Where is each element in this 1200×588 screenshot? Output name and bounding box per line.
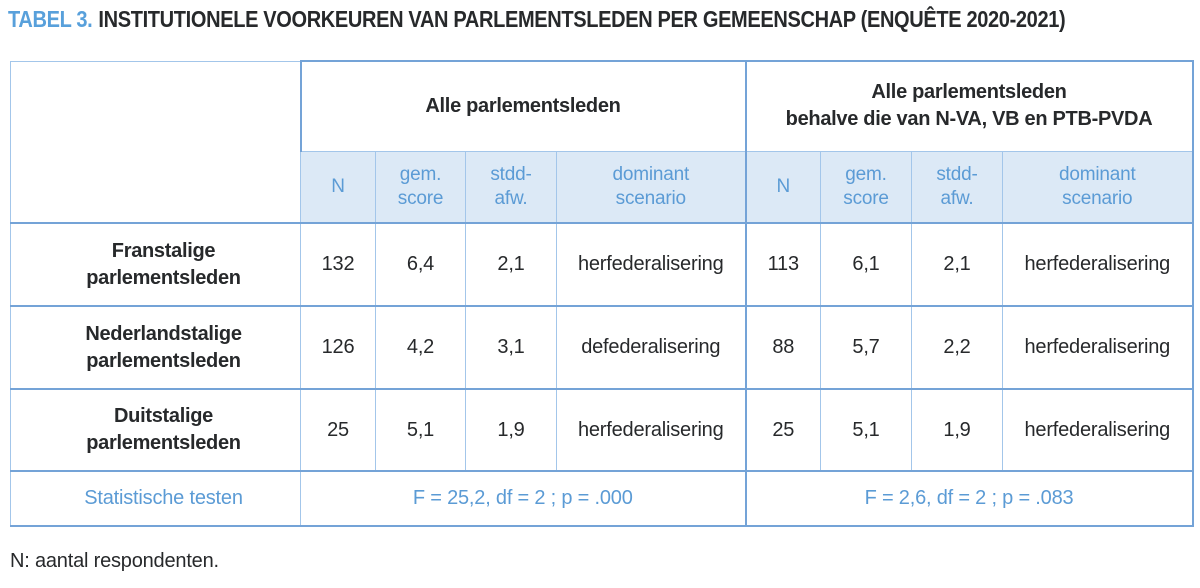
cell-n-2: 88 bbox=[744, 305, 821, 390]
col-header-gem-score-2: gem. score bbox=[820, 150, 912, 224]
cell-n: 132 bbox=[300, 222, 376, 307]
cell-stdd-afw-2: 1,9 bbox=[911, 388, 1003, 472]
col-header-gem-score: gem. score bbox=[375, 150, 466, 224]
cell-n-2: 25 bbox=[744, 388, 821, 472]
cell-dominant-scenario-2: herfederalisering bbox=[1001, 388, 1194, 472]
cell-gem-score-2: 5,1 bbox=[820, 388, 912, 472]
cell-n-2: 113 bbox=[744, 222, 821, 307]
cell-gem-score: 6,4 bbox=[375, 222, 466, 307]
cell-gem-score-2: 6,1 bbox=[820, 222, 912, 307]
cell-gem-score-2: 5,7 bbox=[820, 305, 912, 390]
cell-stdd-afw-2: 2,1 bbox=[911, 222, 1003, 307]
cell-stdd-afw: 2,1 bbox=[465, 222, 557, 307]
row-label: Duitstalige parlementsleden bbox=[10, 388, 301, 472]
cell-stdd-afw: 1,9 bbox=[465, 388, 557, 472]
cell-dominant-scenario: herfederalisering bbox=[556, 388, 746, 472]
cell-dominant-scenario-2: herfederalisering bbox=[1001, 305, 1194, 390]
group-header-all: Alle parlementsleden bbox=[299, 60, 747, 152]
cell-n: 25 bbox=[300, 388, 376, 472]
col-header-dominant-scenario-2: dominant scenario bbox=[1001, 150, 1194, 224]
statistics-ftest-excluding: F = 2,6, df = 2 ; p = .083 bbox=[744, 470, 1194, 527]
cell-dominant-scenario: defederalisering bbox=[556, 305, 746, 390]
group-header-excluding-line2: behalve die van N-VA, VB en PTB-PVDA bbox=[785, 108, 1153, 131]
empty-corner-cell bbox=[10, 60, 301, 224]
table-caption: TABEL 3. INSTITUTIONELE VOORKEUREN VAN PA… bbox=[8, 6, 1066, 33]
footnote: N: aantal respondenten. bbox=[10, 550, 219, 572]
col-header-n-2: N bbox=[744, 150, 821, 224]
group-header-excluding: Alle parlementsleden behalve die van N-V… bbox=[744, 60, 1194, 152]
col-header-stdd-afw: stdd- afw. bbox=[465, 150, 557, 224]
cell-gem-score: 4,2 bbox=[375, 305, 466, 390]
cell-dominant-scenario-2: herfederalisering bbox=[1001, 222, 1194, 307]
cell-stdd-afw-2: 2,2 bbox=[911, 305, 1003, 390]
cell-dominant-scenario: herfederalisering bbox=[556, 222, 746, 307]
row-label: Nederlandstalige parlementsleden bbox=[10, 305, 301, 390]
sub-header-row: N gem. score stdd- afw. dominant scenari… bbox=[11, 150, 1194, 224]
group-header-row: Alle parlementsleden Alle parlementslede… bbox=[10, 60, 1194, 224]
statistics-label: Statistische testen bbox=[10, 470, 301, 527]
statistics-ftest-all: F = 25,2, df = 2 ; p = .000 bbox=[300, 470, 746, 527]
table-row-duitstalige: Duitstalige parlementsleden 25 5,1 1,9 h… bbox=[10, 388, 1194, 472]
group-header-all-line1: Alle parlementsleden bbox=[425, 94, 621, 117]
cell-n: 126 bbox=[300, 305, 376, 390]
table-caption-tag: TABEL 3. bbox=[8, 6, 93, 32]
cell-stdd-afw: 3,1 bbox=[465, 305, 557, 390]
table-row-franstalige: Franstalige parlementsleden 132 6,4 2,1 … bbox=[10, 222, 1194, 307]
col-header-stdd-afw-2: stdd- afw. bbox=[911, 150, 1003, 224]
row-label: Franstalige parlementsleden bbox=[10, 222, 301, 307]
statistics-row: Statistische testen F = 25,2, df = 2 ; p… bbox=[10, 470, 1194, 527]
group-header-excluding-line1: Alle parlementsleden bbox=[871, 81, 1067, 104]
col-header-n: N bbox=[300, 150, 376, 224]
table-caption-text: INSTITUTIONELE VOORKEUREN VAN PARLEMENTS… bbox=[98, 6, 1066, 32]
cell-gem-score: 5,1 bbox=[375, 388, 466, 472]
col-header-dominant-scenario: dominant scenario bbox=[556, 150, 746, 224]
preferences-table: Alle parlementsleden Alle parlementslede… bbox=[10, 60, 1194, 527]
table-row-nederlandstalige: Nederlandstalige parlementsleden 126 4,2… bbox=[10, 305, 1194, 390]
